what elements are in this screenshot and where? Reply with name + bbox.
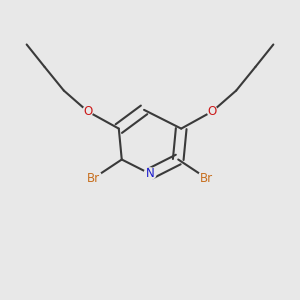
- Text: N: N: [146, 167, 154, 180]
- Text: Br: Br: [87, 172, 100, 185]
- Circle shape: [85, 170, 102, 187]
- Circle shape: [207, 106, 218, 116]
- Text: O: O: [208, 105, 217, 118]
- Circle shape: [198, 170, 215, 187]
- Text: O: O: [83, 105, 92, 118]
- Text: Br: Br: [200, 172, 213, 185]
- Circle shape: [82, 106, 93, 116]
- Circle shape: [144, 168, 156, 180]
